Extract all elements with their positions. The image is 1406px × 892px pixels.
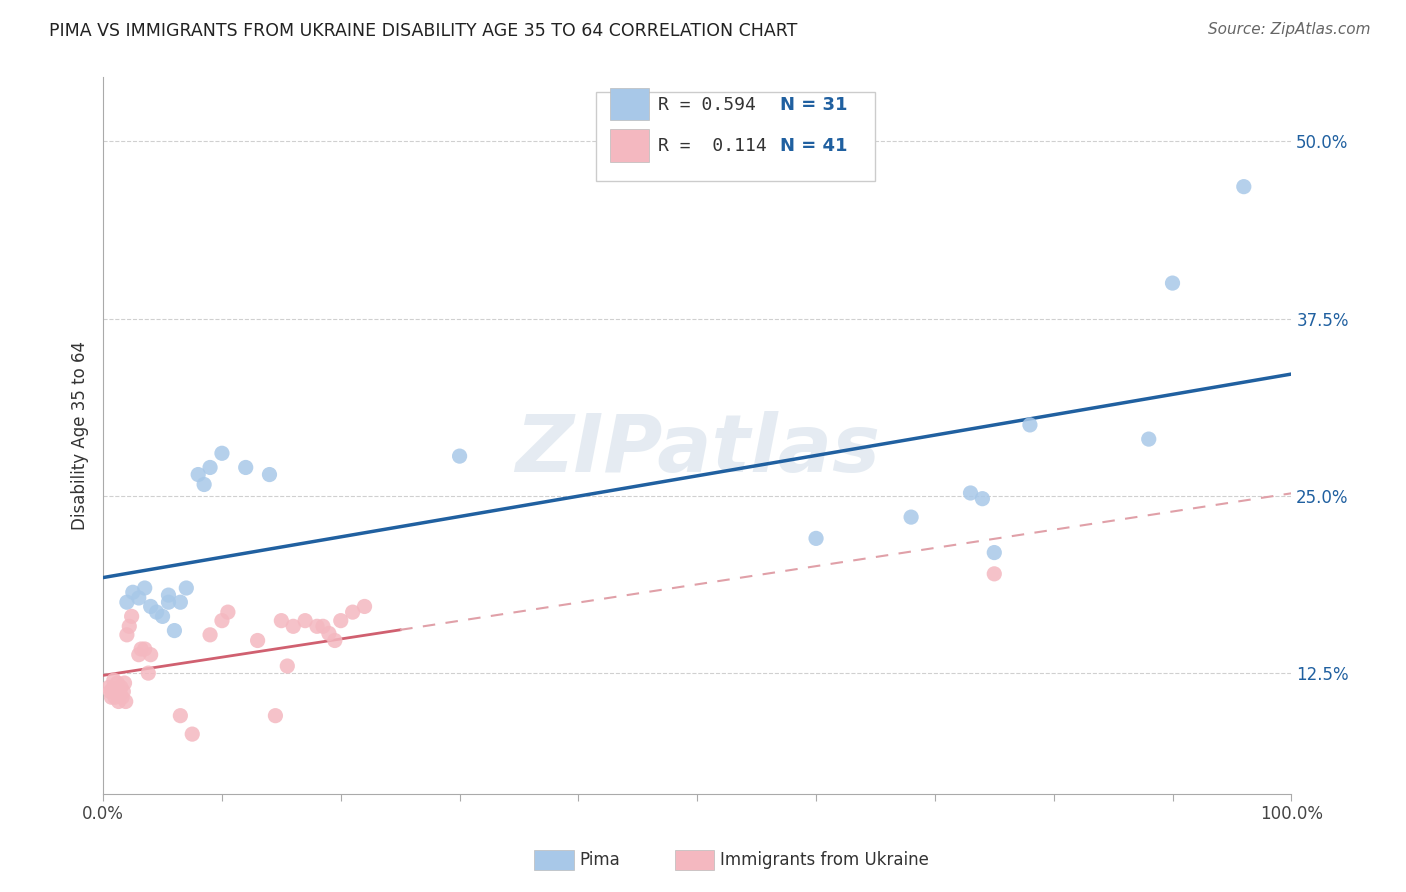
Point bbox=[115, 628, 138, 642]
Point bbox=[110, 681, 132, 695]
Point bbox=[235, 460, 257, 475]
Text: Pima: Pima bbox=[579, 851, 620, 869]
Point bbox=[283, 619, 305, 633]
Point bbox=[169, 595, 191, 609]
Point bbox=[193, 477, 215, 491]
Point bbox=[353, 599, 375, 614]
Text: R = 0.594: R = 0.594 bbox=[658, 95, 756, 113]
Point bbox=[1019, 417, 1042, 432]
Point bbox=[128, 648, 150, 662]
Point bbox=[129, 642, 152, 657]
Point bbox=[134, 581, 156, 595]
Text: Immigrants from Ukraine: Immigrants from Ukraine bbox=[720, 851, 929, 869]
Point bbox=[983, 566, 1005, 581]
Point bbox=[449, 449, 471, 463]
Point bbox=[157, 588, 180, 602]
Point bbox=[104, 690, 127, 705]
Point bbox=[983, 545, 1005, 559]
Point bbox=[305, 619, 328, 633]
Point bbox=[103, 673, 125, 688]
Point bbox=[107, 694, 129, 708]
Point bbox=[169, 708, 191, 723]
Text: Source: ZipAtlas.com: Source: ZipAtlas.com bbox=[1208, 22, 1371, 37]
Point bbox=[114, 676, 136, 690]
Point bbox=[294, 614, 316, 628]
Point bbox=[900, 510, 922, 524]
Text: PIMA VS IMMIGRANTS FROM UKRAINE DISABILITY AGE 35 TO 64 CORRELATION CHART: PIMA VS IMMIGRANTS FROM UKRAINE DISABILI… bbox=[49, 22, 797, 40]
Point bbox=[121, 609, 143, 624]
Point bbox=[98, 681, 121, 695]
Point bbox=[121, 585, 143, 599]
Point bbox=[217, 605, 239, 619]
Point bbox=[111, 690, 134, 705]
Point bbox=[100, 690, 122, 705]
Point bbox=[198, 628, 221, 642]
Bar bbox=[610, 129, 648, 161]
Text: N = 41: N = 41 bbox=[780, 136, 848, 155]
Point bbox=[318, 626, 340, 640]
Text: ZIPatlas: ZIPatlas bbox=[515, 411, 880, 489]
Point bbox=[198, 460, 221, 475]
Point bbox=[176, 581, 198, 595]
Point bbox=[259, 467, 281, 482]
Text: N = 31: N = 31 bbox=[780, 95, 848, 113]
Point bbox=[1137, 432, 1160, 446]
Point bbox=[804, 532, 827, 546]
Point bbox=[342, 605, 364, 619]
Point bbox=[187, 467, 209, 482]
Point bbox=[101, 681, 124, 696]
Point bbox=[134, 642, 156, 657]
Point bbox=[276, 659, 298, 673]
Point bbox=[163, 624, 186, 638]
Point bbox=[128, 591, 150, 605]
Point bbox=[139, 648, 162, 662]
Point bbox=[959, 486, 981, 500]
Point bbox=[114, 694, 136, 708]
Point bbox=[1233, 179, 1256, 194]
Point bbox=[152, 609, 174, 624]
Point bbox=[139, 599, 162, 614]
Point bbox=[270, 614, 292, 628]
Point bbox=[312, 619, 335, 633]
FancyBboxPatch shape bbox=[596, 92, 876, 181]
Point bbox=[1161, 276, 1184, 290]
Point bbox=[157, 595, 180, 609]
Point bbox=[98, 684, 121, 698]
Bar bbox=[610, 88, 648, 120]
Point bbox=[105, 684, 128, 698]
Point bbox=[329, 614, 352, 628]
Point bbox=[181, 727, 204, 741]
Point bbox=[264, 708, 287, 723]
Point bbox=[118, 619, 141, 633]
Point bbox=[105, 676, 128, 690]
Text: R =  0.114: R = 0.114 bbox=[658, 136, 766, 155]
Point bbox=[211, 446, 233, 460]
Point bbox=[323, 633, 346, 648]
Point bbox=[246, 633, 269, 648]
Point bbox=[972, 491, 994, 506]
Point bbox=[136, 666, 159, 681]
Point bbox=[115, 595, 138, 609]
Point bbox=[145, 605, 167, 619]
Y-axis label: Disability Age 35 to 64: Disability Age 35 to 64 bbox=[72, 341, 89, 530]
Point bbox=[211, 614, 233, 628]
Point bbox=[112, 684, 135, 698]
